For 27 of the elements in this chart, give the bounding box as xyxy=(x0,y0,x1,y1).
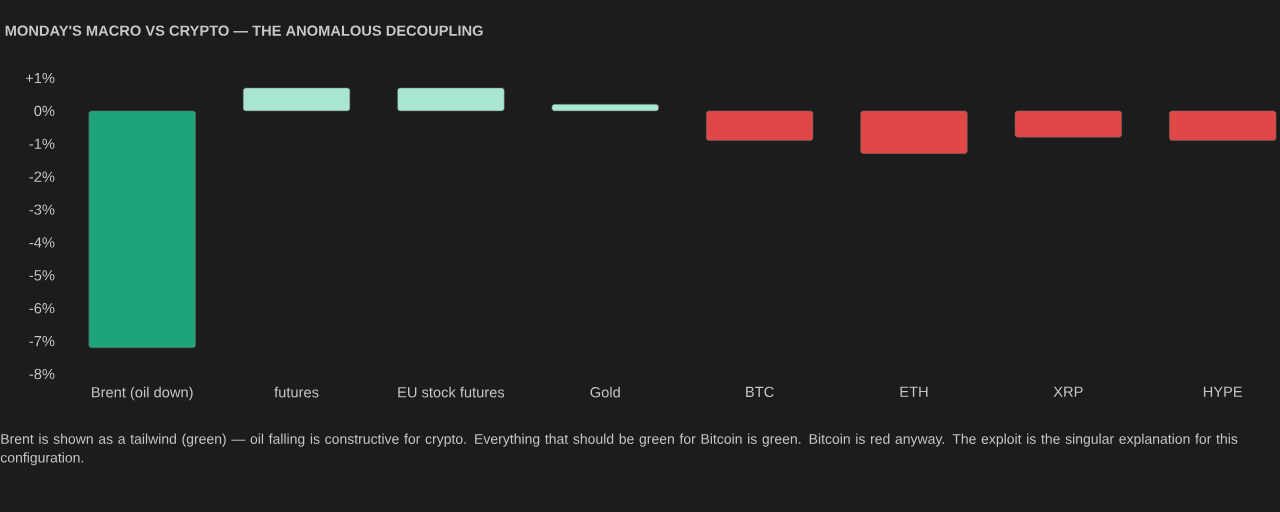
x-tick-label: Gold xyxy=(590,386,620,398)
y-tick-label: -6% xyxy=(29,303,55,314)
y-tick-label: -8% xyxy=(29,368,55,380)
bar xyxy=(706,110,814,141)
x-tick-label: Brent (oil down) xyxy=(92,386,193,401)
x-tick-label: futures xyxy=(274,386,319,398)
y-tick-label: -5% xyxy=(29,270,55,281)
text: Brent is shown as a tailwind (green) — oil falling is constructive for crypto. Everything that should be green for Bitcoin is green. Bitcoin is red anyway. The exploit is the singular explanation for this configuration. xyxy=(0,433,1238,466)
chart-title: MONDAY'S MACRO VS CRYPTO — THE ANOMALOUS DECOUPLING xyxy=(5,25,483,36)
y-tick-label: -1% xyxy=(29,138,55,149)
y-tick-label: -2% xyxy=(29,171,55,182)
y-tick-label: -4% xyxy=(29,237,55,248)
bar xyxy=(88,110,196,348)
x-tick-label: BTC xyxy=(746,386,774,398)
bar xyxy=(860,110,968,154)
x-tick-label: XRP xyxy=(1053,386,1083,397)
y-tick-label: +1% xyxy=(25,72,55,84)
y-tick-label: 0% xyxy=(34,105,55,117)
bar xyxy=(397,87,505,112)
y-tick-label: -7% xyxy=(29,336,55,347)
x-tick-label: ETH xyxy=(900,386,928,397)
x-tick-label: EU stock futures xyxy=(398,386,505,398)
bar xyxy=(1014,110,1122,138)
bar xyxy=(242,87,351,112)
bar xyxy=(551,104,659,112)
x-tick-label: HYPE xyxy=(1203,386,1243,397)
y-tick-label: -3% xyxy=(29,204,55,215)
